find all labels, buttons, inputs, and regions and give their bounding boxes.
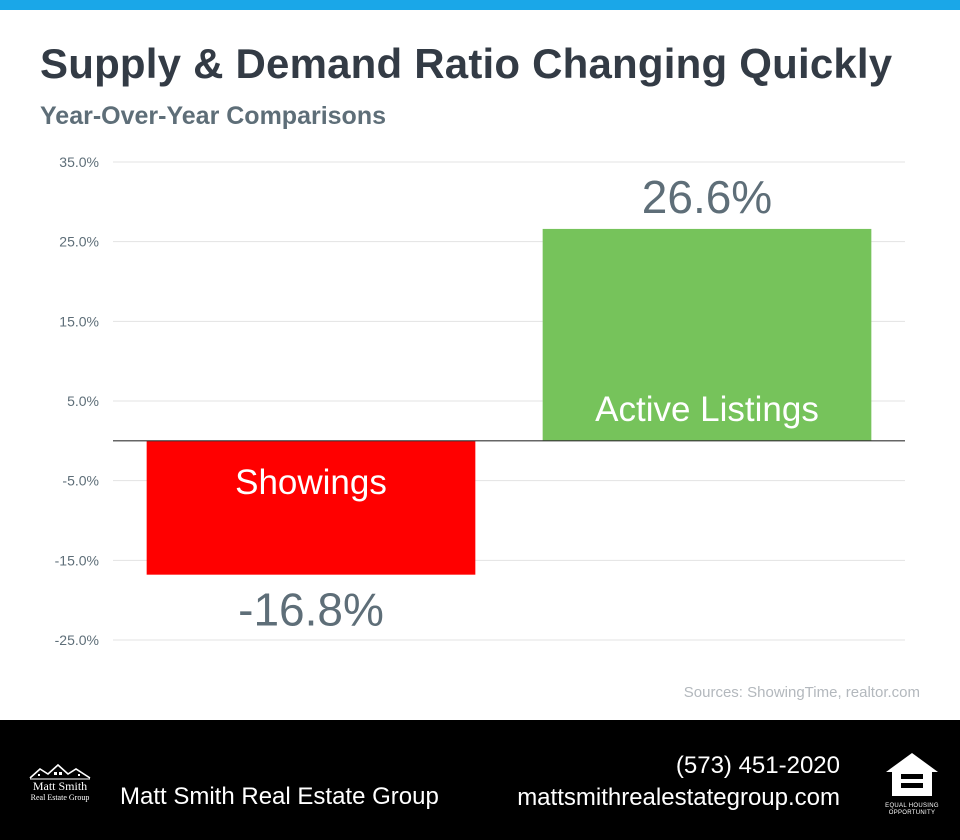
sources-note: Sources: ShowingTime, realtor.com — [683, 684, 920, 701]
website-link[interactable]: mattsmithrealestategroup.com — [517, 784, 840, 811]
data-label: -16.8% — [238, 584, 384, 636]
category-label: Active Listings — [595, 390, 819, 429]
y-tick-label: 35.0% — [59, 154, 99, 170]
y-tick-label: -5.0% — [62, 473, 99, 489]
bar — [146, 440, 476, 575]
eho-text-2: OPPORTUNITY — [888, 810, 936, 816]
company-logo: Matt Smith Real Estate Group — [20, 762, 100, 822]
page-subtitle: Year-Over-Year Comparisons — [40, 102, 386, 130]
y-tick-label: -25.0% — [55, 632, 99, 648]
phone-number[interactable]: (573) 451-2020 — [675, 752, 840, 779]
footer-bar: Matt Smith Real Estate Group Matt Smith … — [0, 720, 960, 840]
top-accent-bar — [0, 0, 960, 10]
equal-housing-logo: EQUAL HOUSING OPPORTUNITY — [880, 750, 944, 816]
y-tick-label: 25.0% — [59, 234, 99, 250]
logo-subtitle: Real Estate Group — [30, 793, 90, 802]
y-tick-label: -15.0% — [55, 552, 99, 568]
company-name: Matt Smith Real Estate Group — [120, 783, 439, 810]
y-tick-label: 5.0% — [67, 393, 99, 409]
y-tick-label: 15.0% — [59, 313, 99, 329]
bar — [542, 228, 872, 441]
equal-housing-icon — [886, 753, 938, 796]
category-label: Showings — [235, 463, 387, 502]
data-label: 26.6% — [642, 171, 772, 223]
logo-name: Matt Smith — [32, 779, 88, 793]
bar-chart: 35.0% 25.0% 15.0% 5.0% -5.0% -15.0% -25.0% Show… — [55, 154, 905, 648]
page-title: Supply & Demand Ratio Changing Quickly — [40, 40, 893, 87]
house-logo-icon — [29, 763, 91, 780]
eho-text-1: EQUAL HOUSING — [885, 803, 939, 809]
